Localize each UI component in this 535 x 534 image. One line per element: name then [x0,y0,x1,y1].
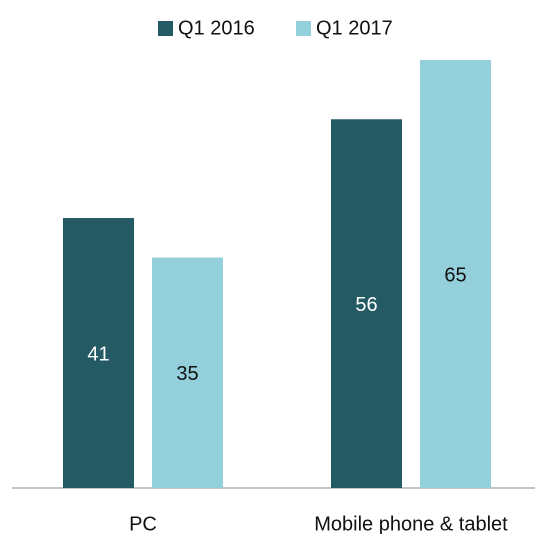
legend-swatch [158,21,173,36]
value-label: 41 [87,343,109,365]
x-tick-label: PC [129,513,157,534]
bar [63,218,134,488]
bar [152,257,223,488]
legend-swatch [296,21,311,36]
value-label: 65 [444,264,466,286]
bar [420,60,491,488]
value-label: 56 [355,294,377,316]
x-tick-label: Mobile phone & tablet [314,513,508,534]
legend-label: Q1 2016 [178,17,255,39]
bar [331,119,402,488]
legend-label: Q1 2017 [316,17,393,39]
value-label: 35 [176,363,198,385]
